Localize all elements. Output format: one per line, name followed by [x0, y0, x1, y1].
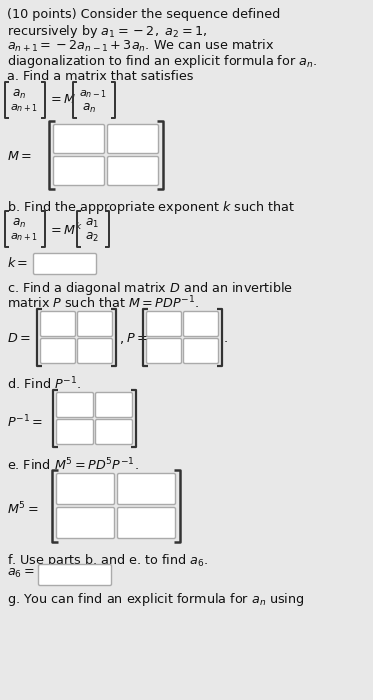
FancyBboxPatch shape	[117, 508, 176, 538]
Text: f. Use parts b. and e. to find $a_6$.: f. Use parts b. and e. to find $a_6$.	[7, 552, 208, 569]
Text: $a_{n-1}$: $a_{n-1}$	[79, 88, 107, 100]
FancyBboxPatch shape	[38, 564, 112, 585]
Text: a. Find a matrix that satisfies: a. Find a matrix that satisfies	[7, 70, 194, 83]
Text: $P =$: $P =$	[126, 332, 148, 346]
Text: e. Find $M^5 = PD^5P^{-1}$.: e. Find $M^5 = PD^5P^{-1}$.	[7, 457, 139, 474]
Text: matrix $P$ such that $M = PDP^{-1}$.: matrix $P$ such that $M = PDP^{-1}$.	[7, 295, 199, 312]
FancyBboxPatch shape	[56, 508, 115, 538]
Text: $M =$: $M =$	[7, 150, 32, 163]
FancyBboxPatch shape	[56, 393, 94, 417]
FancyBboxPatch shape	[117, 473, 176, 505]
FancyBboxPatch shape	[147, 312, 182, 337]
FancyBboxPatch shape	[34, 253, 97, 274]
Text: $= M^k$: $= M^k$	[48, 222, 83, 238]
FancyBboxPatch shape	[41, 339, 75, 363]
Text: .: .	[224, 332, 228, 346]
Text: $a_6 =$: $a_6 =$	[7, 567, 35, 580]
FancyBboxPatch shape	[107, 125, 159, 153]
Text: $a_2$: $a_2$	[85, 231, 99, 244]
Text: $M^5 =$: $M^5 =$	[7, 501, 39, 517]
FancyBboxPatch shape	[53, 157, 104, 186]
Text: $a_n$: $a_n$	[82, 102, 96, 115]
Text: d. Find $P^{-1}$.: d. Find $P^{-1}$.	[7, 376, 81, 393]
Text: $= M$: $= M$	[48, 93, 76, 106]
FancyBboxPatch shape	[56, 473, 115, 505]
Text: $P^{-1} =$: $P^{-1} =$	[7, 414, 43, 430]
Text: diagonalization to find an explicit formula for $a_n$.: diagonalization to find an explicit form…	[7, 53, 317, 70]
Text: $a_{n+1}$: $a_{n+1}$	[10, 102, 38, 114]
Text: ,: ,	[119, 332, 123, 346]
Text: $a_1$: $a_1$	[85, 217, 99, 230]
FancyBboxPatch shape	[95, 393, 132, 417]
Text: $a_n$: $a_n$	[12, 88, 26, 101]
Text: b. Find the appropriate exponent $k$ such that: b. Find the appropriate exponent $k$ suc…	[7, 199, 295, 216]
Text: recursively by $a_1 = -2,\ a_2 = 1,$: recursively by $a_1 = -2,\ a_2 = 1,$	[7, 23, 207, 40]
FancyBboxPatch shape	[41, 312, 75, 337]
Text: $a_{n+1}$: $a_{n+1}$	[10, 231, 38, 243]
FancyBboxPatch shape	[78, 312, 113, 337]
FancyBboxPatch shape	[78, 339, 113, 363]
Text: $a_n$: $a_n$	[12, 217, 26, 230]
FancyBboxPatch shape	[53, 125, 104, 153]
FancyBboxPatch shape	[184, 312, 219, 337]
Text: $a_{n+1} = -2a_{n-1} + 3a_n$. We can use matrix: $a_{n+1} = -2a_{n-1} + 3a_n$. We can use…	[7, 38, 274, 54]
FancyBboxPatch shape	[184, 339, 219, 363]
Text: $k =$: $k =$	[7, 256, 28, 270]
Text: g. You can find an explicit formula for $a_n$ using: g. You can find an explicit formula for …	[7, 591, 304, 608]
Text: c. Find a diagonal matrix $D$ and an invertible: c. Find a diagonal matrix $D$ and an inv…	[7, 280, 293, 297]
Text: (10 points) Consider the sequence defined: (10 points) Consider the sequence define…	[7, 8, 280, 21]
Text: $D =$: $D =$	[7, 332, 31, 346]
FancyBboxPatch shape	[107, 157, 159, 186]
FancyBboxPatch shape	[95, 419, 132, 445]
FancyBboxPatch shape	[56, 419, 94, 445]
FancyBboxPatch shape	[147, 339, 182, 363]
